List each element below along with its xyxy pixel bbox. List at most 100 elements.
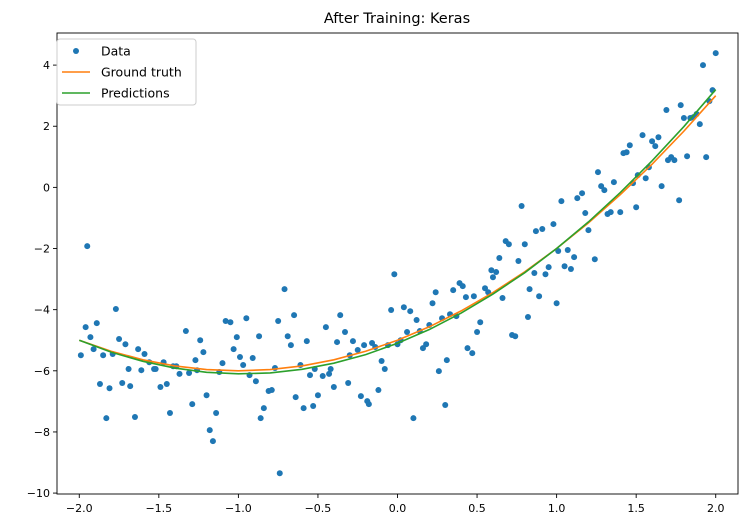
axes: −2.0 −1.5 −1.0 −0.5 0.0 0.5 1.0 1.5 2.0 −10 −8 −6 −4…	[27, 32, 739, 515]
data-point	[561, 263, 568, 270]
data-point	[141, 350, 148, 357]
data-point	[100, 352, 107, 359]
data-point	[222, 317, 229, 324]
data-point	[303, 338, 310, 345]
data-point	[96, 380, 103, 387]
data-point	[257, 415, 264, 422]
plot-area	[77, 50, 719, 477]
data-point	[291, 312, 298, 319]
data-point	[489, 274, 496, 281]
data-point	[206, 427, 213, 434]
data-point	[213, 409, 220, 416]
data-point	[365, 401, 372, 408]
data-point	[594, 169, 601, 176]
data-point	[623, 149, 630, 156]
data-point	[663, 107, 670, 114]
data-point	[462, 294, 469, 301]
data-point	[512, 333, 519, 340]
data-point	[82, 324, 89, 331]
data-point	[230, 346, 237, 353]
data-point	[276, 470, 283, 477]
data-point	[496, 254, 503, 261]
data-point	[375, 387, 382, 394]
data-point	[281, 286, 288, 293]
data-point	[413, 317, 420, 324]
data-point	[521, 241, 528, 248]
data-point	[310, 402, 317, 409]
y-tick-label: 2	[43, 120, 50, 133]
legend-marker	[73, 48, 79, 54]
data-point	[564, 247, 571, 254]
data-point	[591, 256, 598, 263]
data-point	[532, 228, 539, 235]
y-tick-label: −4	[34, 304, 50, 317]
data-point	[617, 209, 624, 216]
data-point	[531, 269, 538, 276]
data-point	[243, 315, 250, 322]
data-point	[571, 254, 578, 261]
data-point	[345, 380, 352, 387]
x-tick-label: 0.5	[468, 502, 486, 515]
data-point	[219, 360, 226, 367]
data-point	[192, 357, 199, 364]
data-point	[536, 293, 543, 300]
y-tick-label: −8	[34, 426, 50, 439]
x-tick-label: 1.5	[627, 502, 645, 515]
data-point	[388, 306, 395, 313]
data-point	[103, 415, 110, 422]
data-point	[381, 365, 388, 372]
data-point	[432, 289, 439, 296]
data-point	[189, 401, 196, 408]
data-point	[499, 295, 506, 302]
data-point	[249, 354, 256, 361]
data-point	[275, 317, 282, 324]
data-point	[676, 197, 683, 204]
data-point	[488, 267, 495, 274]
legend: Data Ground truth Predictions	[56, 38, 197, 106]
data-point	[236, 354, 243, 361]
data-point	[284, 333, 291, 340]
data-point	[334, 339, 341, 346]
data-point	[505, 241, 512, 248]
data-point	[410, 415, 417, 422]
data-point	[574, 195, 581, 202]
data-point	[203, 392, 210, 399]
data-point	[407, 308, 414, 315]
data-point	[703, 154, 710, 161]
data-point	[699, 62, 706, 69]
data-point	[404, 328, 411, 335]
data-point	[435, 368, 442, 375]
data-point	[127, 383, 134, 390]
x-tick-label: 2.0	[707, 502, 725, 515]
data-point	[550, 221, 557, 228]
data-point	[464, 345, 471, 352]
series-line-predictions	[78, 89, 717, 375]
data-point	[138, 367, 145, 374]
data-point	[227, 319, 234, 326]
legend-label: Ground truth	[101, 65, 182, 80]
data-point	[116, 336, 123, 343]
data-point	[77, 352, 84, 359]
data-point	[652, 143, 659, 150]
data-point	[579, 190, 586, 197]
legend-label: Predictions	[101, 86, 170, 101]
data-point	[357, 393, 364, 400]
data-point	[450, 287, 457, 294]
data-point	[477, 319, 484, 326]
data-point	[429, 300, 436, 307]
data-point	[655, 134, 662, 141]
data-point	[176, 370, 183, 377]
y-tick-label: −2	[34, 243, 50, 256]
data-point	[300, 405, 307, 412]
data-point	[474, 328, 481, 335]
data-point	[459, 283, 466, 290]
data-point	[558, 198, 565, 205]
data-point	[135, 346, 142, 353]
data-point	[319, 372, 326, 379]
data-point	[642, 175, 649, 182]
data-point	[125, 365, 132, 372]
data-point	[327, 365, 334, 372]
x-tick-label: −2.0	[66, 502, 93, 515]
data-point	[87, 334, 94, 341]
data-point	[157, 384, 164, 391]
